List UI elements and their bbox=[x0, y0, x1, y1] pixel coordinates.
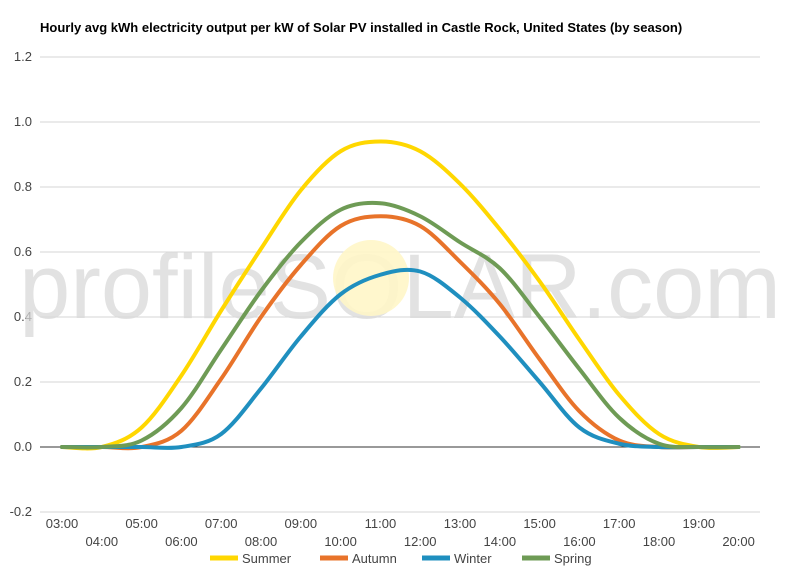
x-tick-label: 04:00 bbox=[86, 534, 119, 549]
x-tick-label: 11:00 bbox=[365, 516, 397, 531]
y-tick-label: 0.6 bbox=[14, 244, 32, 259]
chart-title: Hourly avg kWh electricity output per kW… bbox=[40, 20, 683, 35]
x-tick-label: 17:00 bbox=[603, 516, 636, 531]
x-tick-label: 15:00 bbox=[523, 516, 556, 531]
y-tick-label: 0.2 bbox=[14, 374, 32, 389]
y-tick-label: 1.0 bbox=[14, 114, 32, 129]
legend-item-summer[interactable]: Summer bbox=[242, 551, 292, 566]
x-tick-label: 20:00 bbox=[722, 534, 755, 549]
x-tick-label: 05:00 bbox=[125, 516, 158, 531]
y-tick-label: -0.2 bbox=[10, 504, 32, 519]
y-tick-label: 0.8 bbox=[14, 179, 32, 194]
x-tick-label: 07:00 bbox=[205, 516, 238, 531]
y-tick-label: 0.0 bbox=[14, 439, 32, 454]
x-tick-label: 12:00 bbox=[404, 534, 437, 549]
x-tick-label: 16:00 bbox=[563, 534, 596, 549]
y-tick-label: 1.2 bbox=[14, 49, 32, 64]
x-tick-label: 10:00 bbox=[324, 534, 357, 549]
x-tick-label: 19:00 bbox=[683, 516, 716, 531]
x-tick-label: 08:00 bbox=[245, 534, 278, 549]
x-tick-label: 09:00 bbox=[285, 516, 318, 531]
series-line-spring bbox=[60, 200, 741, 450]
series-line-autumn bbox=[60, 214, 741, 451]
x-tick-label: 18:00 bbox=[643, 534, 676, 549]
x-tick-label: 06:00 bbox=[165, 534, 198, 549]
series-line-winter bbox=[60, 267, 741, 450]
legend-item-autumn[interactable]: Autumn bbox=[352, 551, 397, 566]
legend-item-spring[interactable]: Spring bbox=[554, 551, 592, 566]
legend-item-winter[interactable]: Winter bbox=[454, 551, 492, 566]
x-tick-label: 14:00 bbox=[484, 534, 517, 549]
x-tick-label: 13:00 bbox=[444, 516, 477, 531]
y-tick-label: 0.4 bbox=[14, 309, 32, 324]
series-line-summer bbox=[60, 139, 741, 451]
x-tick-label: 03:00 bbox=[46, 516, 79, 531]
